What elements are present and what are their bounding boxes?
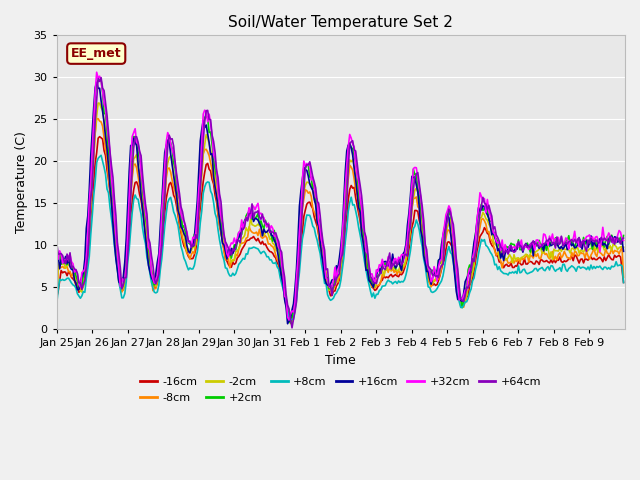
-16cm xyxy=(544,259,552,265)
Legend: -16cm, -8cm, -2cm, +2cm, +8cm, +16cm, +32cm, +64cm: -16cm, -8cm, -2cm, +2cm, +8cm, +16cm, +3… xyxy=(136,372,546,407)
-8cm xyxy=(348,164,355,170)
+8cm xyxy=(620,280,627,286)
+64cm xyxy=(618,236,626,242)
+16cm xyxy=(72,280,80,286)
-2cm xyxy=(94,100,102,106)
-2cm xyxy=(620,244,627,250)
Line: +8cm: +8cm xyxy=(57,156,623,320)
-8cm xyxy=(618,245,626,251)
-8cm xyxy=(53,292,61,298)
-16cm xyxy=(348,183,355,189)
+8cm xyxy=(460,303,468,309)
Line: -2cm: -2cm xyxy=(57,103,623,324)
+2cm xyxy=(72,273,80,278)
+2cm xyxy=(90,128,97,133)
+2cm xyxy=(94,77,102,83)
Line: -16cm: -16cm xyxy=(57,137,623,315)
+8cm xyxy=(288,317,296,323)
+64cm xyxy=(288,325,296,331)
+16cm xyxy=(348,145,355,151)
+8cm xyxy=(53,301,61,307)
-8cm xyxy=(460,304,468,310)
-2cm xyxy=(544,245,552,251)
Line: +64cm: +64cm xyxy=(57,78,623,328)
-16cm xyxy=(72,282,80,288)
+32cm xyxy=(90,119,97,124)
-8cm xyxy=(288,320,296,325)
+32cm xyxy=(620,238,627,243)
-16cm xyxy=(620,279,627,285)
+64cm xyxy=(90,150,97,156)
+2cm xyxy=(460,298,468,304)
+64cm xyxy=(72,267,80,273)
+8cm xyxy=(72,285,80,291)
-2cm xyxy=(53,295,61,301)
-16cm xyxy=(53,294,61,300)
-16cm xyxy=(460,298,468,304)
-8cm xyxy=(620,275,627,280)
+64cm xyxy=(348,139,355,145)
+64cm xyxy=(620,235,627,241)
-8cm xyxy=(544,254,552,260)
+16cm xyxy=(93,79,100,85)
+16cm xyxy=(620,249,627,254)
Line: +2cm: +2cm xyxy=(57,80,623,323)
+64cm xyxy=(460,299,468,304)
+8cm xyxy=(618,263,626,269)
+16cm xyxy=(460,290,468,296)
-8cm xyxy=(72,279,80,285)
+32cm xyxy=(93,69,100,75)
-16cm xyxy=(96,134,104,140)
+64cm xyxy=(544,238,552,244)
+2cm xyxy=(618,241,626,247)
-2cm xyxy=(348,159,355,165)
+8cm xyxy=(348,194,355,200)
+16cm xyxy=(618,237,626,243)
+32cm xyxy=(348,135,355,141)
+8cm xyxy=(90,193,97,199)
-16cm xyxy=(287,312,294,318)
-8cm xyxy=(94,116,102,121)
+32cm xyxy=(72,267,80,273)
Title: Soil/Water Temperature Set 2: Soil/Water Temperature Set 2 xyxy=(228,15,453,30)
+32cm xyxy=(285,317,293,323)
+2cm xyxy=(287,320,294,326)
+32cm xyxy=(53,255,61,261)
-2cm xyxy=(90,155,97,160)
X-axis label: Time: Time xyxy=(326,354,356,367)
+16cm xyxy=(90,105,97,110)
-16cm xyxy=(90,180,97,185)
+64cm xyxy=(53,240,61,246)
-8cm xyxy=(90,153,97,159)
+16cm xyxy=(544,238,552,243)
Y-axis label: Temperature (C): Temperature (C) xyxy=(15,131,28,233)
-2cm xyxy=(72,278,80,284)
+2cm xyxy=(620,233,627,239)
-2cm xyxy=(618,244,626,250)
-2cm xyxy=(460,299,468,305)
Line: +32cm: +32cm xyxy=(57,72,623,320)
+32cm xyxy=(618,236,626,242)
+2cm xyxy=(348,145,355,151)
+32cm xyxy=(544,242,552,248)
+16cm xyxy=(284,321,291,326)
-16cm xyxy=(618,266,626,272)
-2cm xyxy=(287,321,294,326)
+8cm xyxy=(97,153,105,158)
+32cm xyxy=(460,292,468,298)
+2cm xyxy=(544,239,552,244)
+8cm xyxy=(544,264,552,270)
+64cm xyxy=(97,75,105,81)
+16cm xyxy=(53,252,61,258)
+2cm xyxy=(53,254,61,260)
Line: -8cm: -8cm xyxy=(57,119,623,323)
Line: +16cm: +16cm xyxy=(57,82,623,324)
Text: EE_met: EE_met xyxy=(71,47,122,60)
